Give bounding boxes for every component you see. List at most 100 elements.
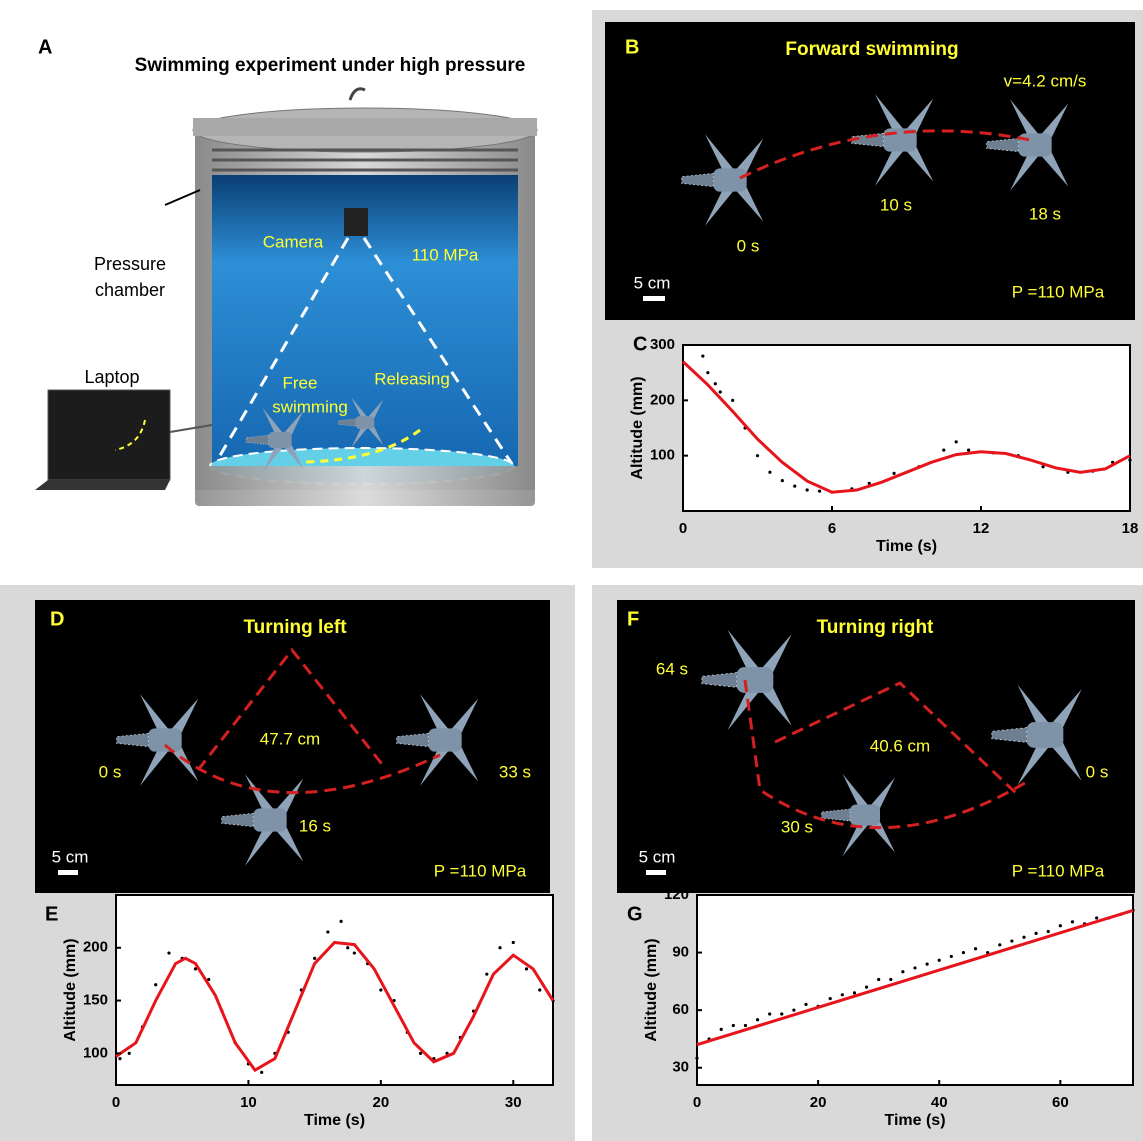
y-tick-label: 100 xyxy=(83,1044,108,1061)
data-point xyxy=(853,991,856,994)
data-point xyxy=(706,371,709,374)
time-label: 10 s xyxy=(880,195,912,214)
time-label: 33 s xyxy=(499,762,531,781)
panel-label: D xyxy=(50,608,64,630)
data-point xyxy=(1010,939,1013,942)
data-point xyxy=(889,978,892,981)
data-point xyxy=(1047,930,1050,933)
camera xyxy=(344,208,368,236)
annotation: v=4.2 cm/s xyxy=(1004,71,1087,90)
data-point xyxy=(695,1057,698,1060)
y-tick-label: 120 xyxy=(664,886,689,903)
data-point xyxy=(720,1028,723,1031)
data-point xyxy=(962,951,965,954)
data-point xyxy=(732,1024,735,1027)
time-label: 0 s xyxy=(1086,762,1109,781)
data-point xyxy=(913,966,916,969)
annotation: swimming xyxy=(272,397,348,416)
data-point xyxy=(1022,936,1025,939)
x-tick-label: 60 xyxy=(1052,1094,1069,1111)
panel-title: Swimming experiment under high pressure xyxy=(135,55,526,76)
data-point xyxy=(768,1012,771,1015)
scale-bar xyxy=(58,870,78,875)
distance-label: 47.7 cm xyxy=(260,729,320,748)
data-point xyxy=(1035,932,1038,935)
leader-line xyxy=(165,190,200,205)
x-tick-label: 40 xyxy=(931,1094,948,1111)
data-point xyxy=(901,970,904,973)
cable xyxy=(350,89,365,100)
page: {"panel_a": {"label": "A", "title": "Swi… xyxy=(0,0,1143,1141)
data-point xyxy=(793,485,796,488)
data-point xyxy=(714,382,717,385)
data-point xyxy=(719,390,722,393)
laptop-screen xyxy=(48,390,170,480)
y-tick-label: 100 xyxy=(650,447,675,464)
x-tick-label: 0 xyxy=(112,1094,120,1111)
data-point xyxy=(313,957,316,960)
data-point xyxy=(926,962,929,965)
data-point xyxy=(781,479,784,482)
data-point xyxy=(340,920,343,923)
x-tick-label: 20 xyxy=(810,1094,827,1111)
scale-label: 5 cm xyxy=(634,273,671,292)
panel-title: Turning right xyxy=(817,617,934,638)
scale-label: 5 cm xyxy=(52,847,89,866)
distance-label: 40.6 cm xyxy=(870,736,930,755)
data-point xyxy=(1095,916,1098,919)
panel-a: A Swimming experiment under high pressur… xyxy=(35,36,537,506)
chamber-base xyxy=(195,466,535,506)
data-point xyxy=(498,946,501,949)
x-tick-label: 0 xyxy=(693,1094,701,1111)
time-label: 0 s xyxy=(99,762,122,781)
data-point xyxy=(1059,924,1062,927)
annotation: Free xyxy=(283,373,318,392)
annotation: Laptop xyxy=(84,367,139,387)
panel-label: G xyxy=(627,903,643,925)
scale-bar xyxy=(643,296,665,301)
annotation: chamber xyxy=(95,280,165,300)
time-label: 0 s xyxy=(737,236,760,255)
data-point xyxy=(756,454,759,457)
time-label: 18 s xyxy=(1029,204,1061,223)
scale-bar xyxy=(646,870,666,875)
data-point xyxy=(967,449,970,452)
x-axis-label: Time (s) xyxy=(304,1112,365,1129)
data-point xyxy=(525,967,528,970)
data-point xyxy=(877,978,880,981)
data-point xyxy=(974,947,977,950)
panel-label: A xyxy=(38,36,52,58)
y-axis-label: Altitude (mm) xyxy=(643,938,660,1041)
pressure-label: P =110 MPa xyxy=(434,861,527,880)
data-point xyxy=(260,1071,263,1074)
figure: A Swimming experiment under high pressur… xyxy=(0,0,1143,1141)
panel-label: E xyxy=(45,903,58,925)
data-point xyxy=(942,449,945,452)
annotation: Camera xyxy=(263,232,324,251)
annotation: Pressure xyxy=(94,254,166,274)
y-tick-label: 30 xyxy=(672,1059,689,1076)
data-point xyxy=(346,946,349,949)
data-point xyxy=(485,973,488,976)
data-point xyxy=(806,488,809,491)
data-point xyxy=(865,986,868,989)
data-point xyxy=(538,988,541,991)
data-point xyxy=(841,993,844,996)
data-point xyxy=(731,399,734,402)
y-tick-label: 90 xyxy=(672,944,689,961)
y-tick-label: 60 xyxy=(672,1001,689,1018)
x-tick-label: 0 xyxy=(679,520,687,537)
y-tick-label: 200 xyxy=(650,391,675,408)
x-axis-label: Time (s) xyxy=(884,1112,945,1129)
data-point xyxy=(326,930,329,933)
data-point xyxy=(938,959,941,962)
panel-label: C xyxy=(633,333,647,355)
pressure-label: P =110 MPa xyxy=(1012,282,1105,301)
x-tick-label: 12 xyxy=(973,520,990,537)
pressure-label: P =110 MPa xyxy=(1012,861,1105,880)
data-point xyxy=(167,951,170,954)
data-point xyxy=(950,955,953,958)
data-point xyxy=(756,1018,759,1021)
x-axis-label: Time (s) xyxy=(876,538,937,555)
data-point xyxy=(128,1052,131,1055)
